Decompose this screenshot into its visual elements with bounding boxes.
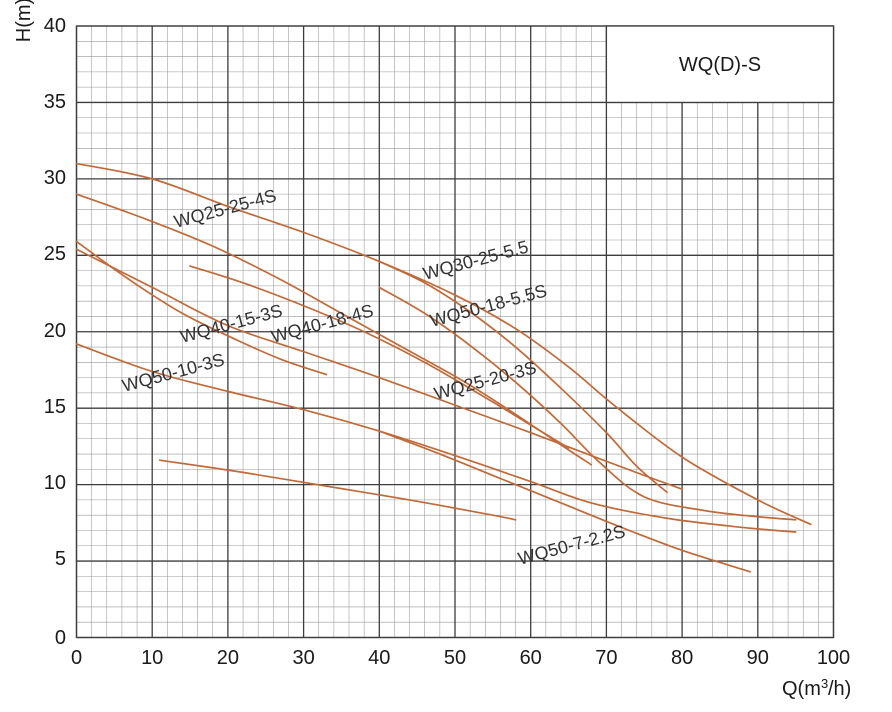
svg-text:35: 35 [44, 91, 66, 113]
svg-text:70: 70 [595, 647, 617, 669]
svg-text:90: 90 [747, 647, 769, 669]
svg-text:60: 60 [520, 647, 542, 669]
svg-text:10: 10 [141, 647, 163, 669]
svg-text:15: 15 [44, 396, 66, 418]
svg-text:80: 80 [671, 647, 693, 669]
svg-text:30: 30 [44, 167, 66, 189]
svg-text:25: 25 [44, 243, 66, 265]
svg-text:Q(m: Q(m [782, 678, 821, 700]
svg-text:30: 30 [292, 647, 314, 669]
svg-text:WQ(D)-S: WQ(D)-S [679, 54, 761, 76]
svg-text:H(m): H(m) [13, 0, 35, 42]
svg-text:0: 0 [55, 627, 66, 649]
svg-text:/h): /h) [828, 678, 851, 700]
svg-text:40: 40 [368, 647, 390, 669]
svg-text:0: 0 [71, 647, 82, 669]
svg-text:10: 10 [44, 472, 66, 494]
svg-text:100: 100 [817, 647, 850, 669]
svg-text:20: 20 [44, 320, 66, 342]
svg-text:50: 50 [444, 647, 466, 669]
svg-text:20: 20 [217, 647, 239, 669]
svg-text:40: 40 [44, 15, 66, 37]
svg-text:5: 5 [55, 548, 66, 570]
